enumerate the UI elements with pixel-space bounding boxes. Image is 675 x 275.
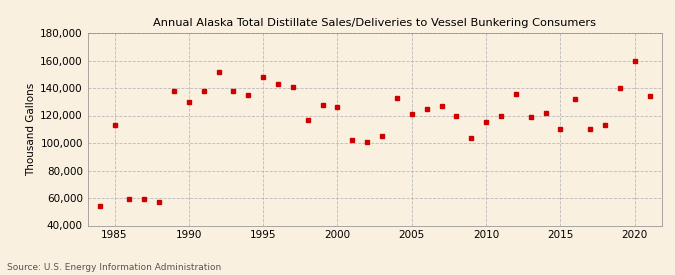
Title: Annual Alaska Total Distillate Sales/Deliveries to Vessel Bunkering Consumers: Annual Alaska Total Distillate Sales/Del… [153, 18, 596, 28]
Text: Source: U.S. Energy Information Administration: Source: U.S. Energy Information Administ… [7, 263, 221, 272]
Y-axis label: Thousand Gallons: Thousand Gallons [26, 82, 36, 176]
